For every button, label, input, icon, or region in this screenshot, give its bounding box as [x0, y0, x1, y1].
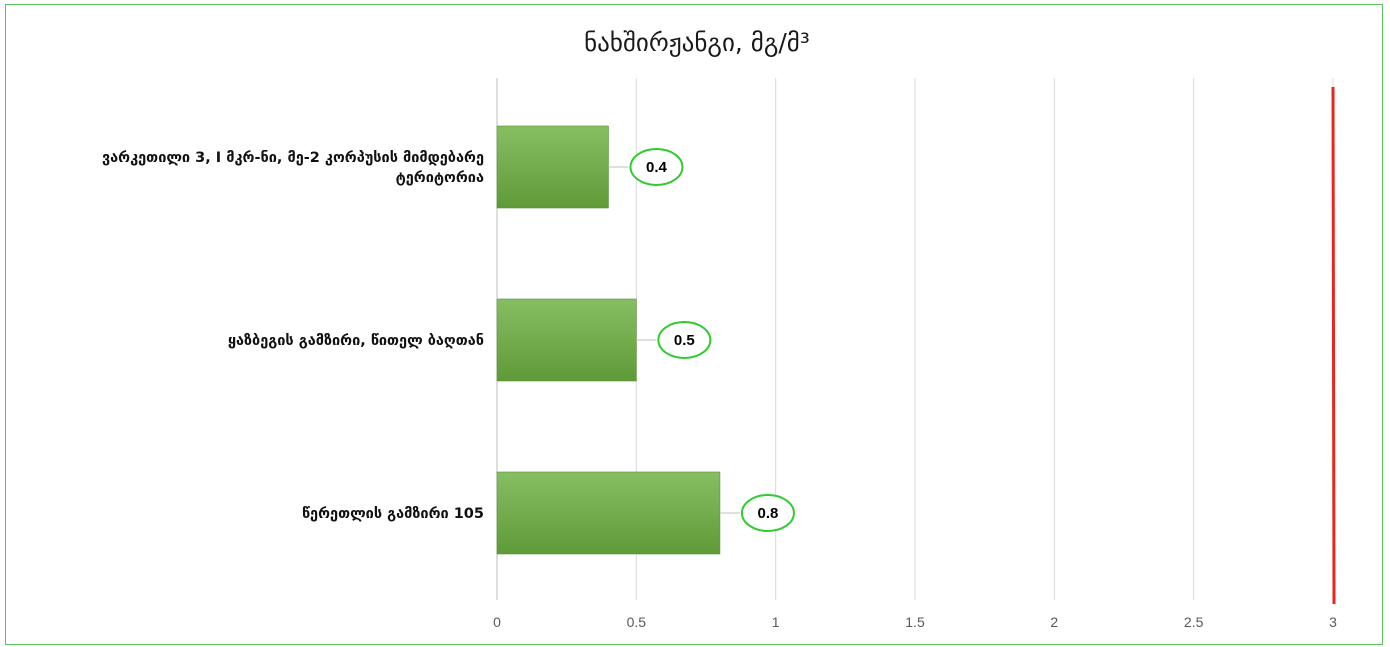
data-label: 0.8	[758, 505, 779, 522]
x-tick-label: 3	[1329, 614, 1337, 630]
bar	[496, 471, 721, 555]
category-label: ყაზბეგის გამზირი, წითელ ბაღთან	[228, 333, 484, 349]
x-tick-label: 1	[772, 614, 780, 630]
data-label-bubble	[629, 148, 684, 186]
x-tick-label: 2	[1050, 614, 1058, 630]
category-label: წერეთლის გამზირი 105	[302, 506, 484, 522]
data-label: 0.4	[646, 159, 668, 176]
reference-line	[1331, 86, 1336, 605]
x-tick-label: 0	[493, 614, 501, 630]
category-label: ვარკეთილი 3, I მკრ-ნი, მე-2 კორპუსის მიმ…	[102, 150, 484, 186]
limit-line	[1331, 86, 1336, 605]
bar	[496, 298, 637, 382]
data-label: 0.5	[674, 332, 695, 349]
x-tick-label: 2.5	[1184, 614, 1204, 630]
data-label-bubble	[657, 321, 712, 359]
bars: 0.4 0.5 0.8	[496, 125, 795, 555]
x-tick-label: 1.5	[905, 614, 925, 630]
x-tick-label: 0.5	[627, 614, 647, 630]
grid-lines	[635, 78, 1334, 600]
chart-title: ნახშირჟანგი, მგ/მ³	[584, 28, 810, 57]
category-labels: ვარკეთილი 3, I მკრ-ნი, მე-2 კორპუსის მიმ…	[102, 150, 484, 522]
data-label-bubble	[740, 494, 795, 532]
bar	[496, 125, 609, 209]
